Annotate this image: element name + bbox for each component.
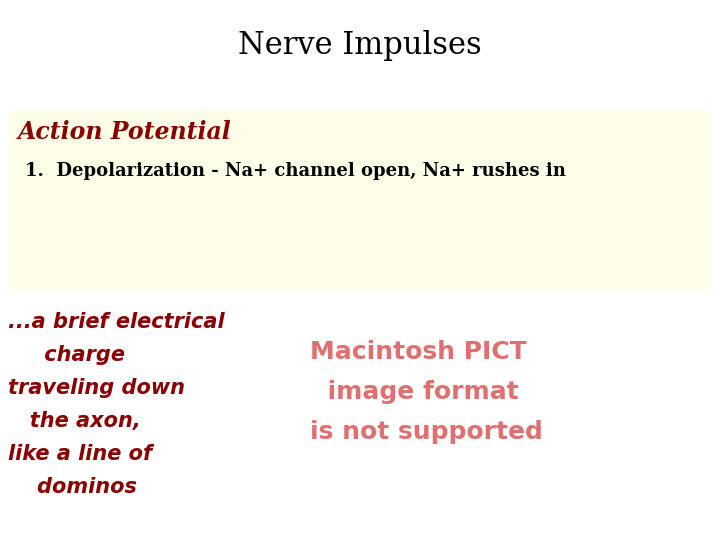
Text: dominos: dominos [8,477,137,497]
Text: charge: charge [8,345,125,365]
Bar [10,110,710,290]
Text: image format: image format [310,380,518,404]
Text: is not supported: is not supported [310,420,543,444]
Text: traveling down: traveling down [8,378,185,398]
Text: Macintosh PICT: Macintosh PICT [310,340,526,364]
Text: ...a brief electrical: ...a brief electrical [8,312,225,332]
Text: like a line of: like a line of [8,444,152,464]
Text: the axon,: the axon, [8,411,140,431]
Text: 1.  Depolarization - Na+ channel open, Na+ rushes in: 1. Depolarization - Na+ channel open, Na… [25,162,566,180]
Text: Action Potential: Action Potential [18,120,232,144]
Text: Nerve Impulses: Nerve Impulses [238,30,482,61]
